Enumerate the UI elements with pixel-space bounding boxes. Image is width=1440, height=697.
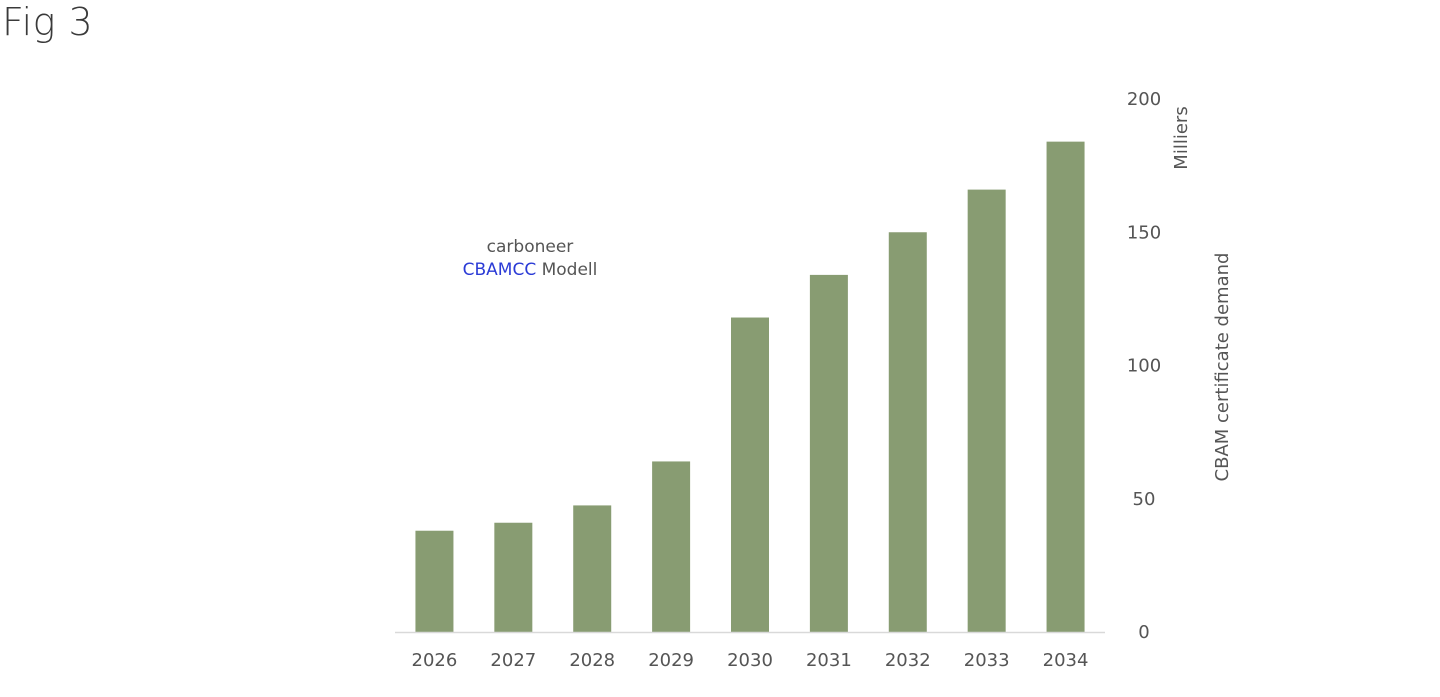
x-tick-2028: 2028 xyxy=(569,650,615,671)
bar-2032 xyxy=(888,232,927,632)
annotation-line-1: carboneer xyxy=(486,237,574,257)
bar-2028 xyxy=(573,505,612,632)
y-axis-title: CBAM certificate demand xyxy=(1212,253,1233,482)
bar-2033 xyxy=(967,189,1006,633)
annotation-rest: Modell xyxy=(536,260,598,280)
y-tick-100: 100 xyxy=(1127,356,1161,377)
x-tick-2027: 2027 xyxy=(490,650,536,671)
bar-2029 xyxy=(652,461,691,632)
x-tick-2034: 2034 xyxy=(1043,650,1089,671)
y-tick-200: 200 xyxy=(1127,89,1161,110)
y-tick-150: 150 xyxy=(1127,222,1161,243)
x-tick-labels: 2026 2027 2028 2029 2030 2031 2032 2033 2034 xyxy=(412,650,1089,671)
annotation-highlight: CBAMCC xyxy=(462,260,537,280)
y-tick-0: 0 xyxy=(1138,622,1149,643)
bar-2026 xyxy=(415,530,454,632)
model-annotation: carboneer CBAMCC Modell xyxy=(430,236,630,282)
y-tick-labels: 0 50 100 150 200 xyxy=(1127,89,1161,643)
x-tick-2030: 2030 xyxy=(727,650,773,671)
figure-label: Fig 3 xyxy=(2,0,94,44)
y-tick-50: 50 xyxy=(1133,489,1156,510)
bar-2031 xyxy=(809,274,848,632)
x-tick-2026: 2026 xyxy=(412,650,458,671)
y-unit-label: Milliers xyxy=(1171,106,1192,169)
x-tick-2029: 2029 xyxy=(648,650,694,671)
bar-2034 xyxy=(1046,141,1085,632)
annotation-line-2: CBAMCC Modell xyxy=(430,259,630,282)
bar-2030 xyxy=(731,317,769,632)
x-tick-2033: 2033 xyxy=(964,650,1010,671)
bar-2027 xyxy=(494,522,533,632)
x-tick-2032: 2032 xyxy=(885,650,931,671)
x-tick-2031: 2031 xyxy=(806,650,852,671)
bars-group xyxy=(415,141,1085,633)
